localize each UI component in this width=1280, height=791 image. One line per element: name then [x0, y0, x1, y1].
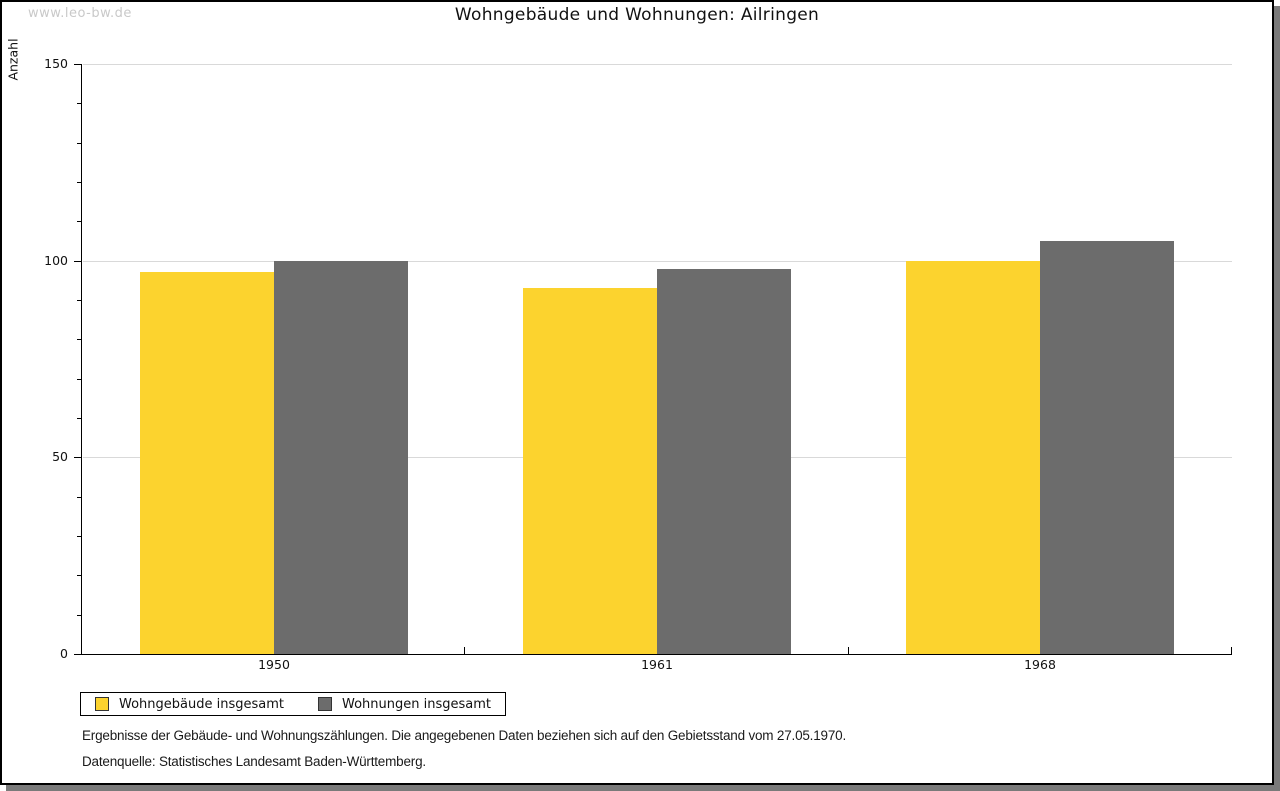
x-boundary-tick-2 [848, 647, 849, 654]
y-tick-minor-140 [77, 103, 82, 104]
legend-label-wohngebaeude: Wohngebäude insgesamt [119, 696, 284, 712]
y-tick-major-100 [74, 261, 82, 262]
y-tick-label-50: 50 [52, 449, 68, 464]
y-tick-minor-10 [77, 615, 82, 616]
y-tick-minor-120 [77, 182, 82, 183]
legend-swatch-wohnungen [318, 697, 332, 711]
x-tick-label-1950: 1950 [258, 657, 290, 672]
x-boundary-tick-1 [464, 647, 465, 654]
bar-wohngebäude-1961 [523, 288, 657, 654]
y-tick-label-0: 0 [60, 646, 68, 661]
y-tick-major-150 [74, 64, 82, 65]
y-tick-label-100: 100 [44, 253, 68, 268]
legend-item-wohnungen: Wohnungen insgesamt [318, 697, 491, 712]
y-tick-minor-40 [77, 497, 82, 498]
x-tick-label-1968: 1968 [1024, 657, 1056, 672]
y-tick-minor-70 [77, 379, 82, 380]
footnote-data-source: Datenquelle: Statistisches Landesamt Bad… [82, 754, 426, 769]
bar-wohnungen-1968 [1040, 241, 1174, 654]
y-axis-line [81, 64, 82, 655]
x-tick-label-1961: 1961 [641, 657, 673, 672]
bar-wohnungen-1950 [274, 261, 408, 654]
watermark-text: www.leo-bw.de [28, 6, 132, 21]
y-tick-minor-30 [77, 536, 82, 537]
chart-title: Wohngebäude und Wohnungen: Ailringen [454, 5, 820, 25]
bar-wohngebäude-1968 [906, 261, 1040, 654]
plot-area: 0 50 100 150 1950 1961 1968 [2, 2, 1272, 783]
legend-label-wohnungen: Wohnungen insgesamt [342, 696, 491, 712]
y-tick-minor-90 [77, 300, 82, 301]
y-tick-minor-60 [77, 418, 82, 419]
x-boundary-tick-3 [1231, 647, 1232, 654]
gridline-100 [83, 261, 1232, 262]
bar-wohnungen-1961 [657, 269, 791, 654]
legend-item-wohngebaeude: Wohngebäude insgesamt [95, 697, 284, 712]
legend-swatch-wohngebaeude [95, 697, 109, 711]
x-axis-line [81, 654, 1232, 655]
y-tick-major-0 [74, 654, 82, 655]
bar-wohngebäude-1950 [140, 272, 274, 654]
y-tick-label-150: 150 [44, 56, 68, 71]
y-tick-minor-110 [77, 221, 82, 222]
y-tick-minor-80 [77, 339, 82, 340]
y-tick-minor-130 [77, 143, 82, 144]
y-tick-minor-20 [77, 575, 82, 576]
footnote-geo-status: Ergebnisse der Gebäude- und Wohnungszähl… [82, 728, 847, 743]
gridline-150 [83, 64, 1232, 65]
legend: Wohngebäude insgesamt Wohnungen insgesam… [80, 692, 506, 716]
y-tick-major-50 [74, 457, 82, 458]
